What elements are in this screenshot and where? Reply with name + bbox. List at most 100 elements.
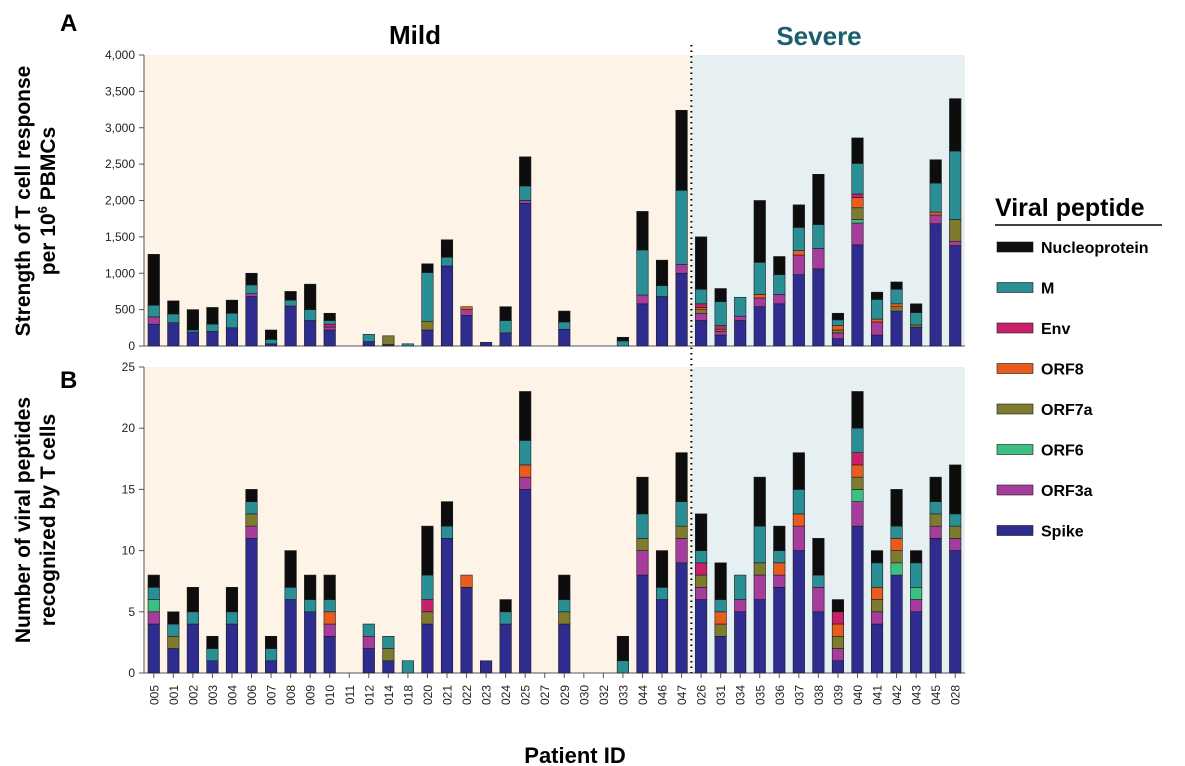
bar-segment-orf3a-044 bbox=[636, 550, 649, 576]
bar-segment-orf3a-028 bbox=[949, 240, 962, 246]
bar-segment-spike-046 bbox=[655, 599, 669, 674]
y-tick-label: 2,500 bbox=[105, 157, 135, 171]
bar-segment-spike-021 bbox=[440, 265, 454, 347]
x-tick-label: 008 bbox=[284, 685, 298, 705]
bar-segment-orf3a-037 bbox=[792, 254, 805, 276]
bar-segment-m-047 bbox=[675, 501, 688, 527]
severe-region bbox=[691, 367, 965, 673]
bar-segment-nucleoprotein-020 bbox=[421, 263, 434, 273]
bar-segment-orf7a-035 bbox=[753, 562, 766, 576]
bar-segment-orf8-036 bbox=[773, 562, 786, 576]
bar-segment-orf8-045 bbox=[929, 211, 942, 216]
bar-segment-spike-005 bbox=[147, 323, 160, 347]
bar-segment-spike-008 bbox=[284, 305, 297, 347]
bar-segment-orf7a-042 bbox=[890, 306, 903, 312]
bar-segment-orf8-040 bbox=[851, 464, 864, 478]
bar-segment-spike-039 bbox=[831, 660, 844, 674]
bar-segment-m-034 bbox=[734, 296, 747, 317]
ylabel-a-pre: per 10 bbox=[37, 213, 60, 275]
bar-segment-nucleoprotein-031 bbox=[714, 288, 727, 302]
bar-segment-env-039 bbox=[831, 611, 844, 625]
x-tick-label: 034 bbox=[734, 685, 748, 705]
bar-segment-nucleoprotein-041 bbox=[870, 550, 884, 564]
x-tick-label: 036 bbox=[773, 685, 787, 705]
x-tick-label: 021 bbox=[440, 685, 454, 705]
x-tick-label: 041 bbox=[871, 685, 885, 705]
bar-segment-spike-008 bbox=[284, 599, 297, 674]
x-tick-label: 039 bbox=[831, 685, 845, 705]
y-tick-label: 5 bbox=[128, 605, 135, 619]
bar-segment-orf7a-040 bbox=[851, 207, 864, 220]
bar-segment-nucleoprotein-005 bbox=[147, 574, 160, 588]
bar-segment-nucleoprotein-010 bbox=[323, 574, 336, 600]
bar-segment-m-008 bbox=[284, 299, 297, 307]
bar-segment-spike-021 bbox=[440, 538, 454, 674]
bar-segment-nucleoprotein-003 bbox=[206, 635, 219, 649]
x-tick-label: 027 bbox=[538, 685, 552, 705]
bar-segment-orf3a-010 bbox=[323, 326, 336, 331]
bar-segment-orf7a-014 bbox=[382, 335, 395, 345]
bar-segment-orf8-042 bbox=[890, 303, 903, 308]
bar-segment-orf8-026 bbox=[695, 307, 708, 310]
legend-label-spike: Spike bbox=[1041, 524, 1084, 541]
bar-segment-nucleoprotein-042 bbox=[890, 489, 903, 527]
legend-label-orf7a: ORF7a bbox=[1041, 402, 1093, 419]
bar-segment-nucleoprotein-002 bbox=[186, 309, 199, 331]
bar-segment-orf3a-040 bbox=[851, 501, 864, 527]
bar-segment-nucleoprotein-047 bbox=[675, 452, 688, 502]
bar-segment-orf3a-045 bbox=[929, 525, 942, 539]
bar-segment-spike-042 bbox=[890, 310, 903, 347]
bar-segment-nucleoprotein-036 bbox=[773, 525, 786, 551]
bar-segment-m-018 bbox=[401, 660, 414, 674]
bar-segment-orf7a-028 bbox=[949, 219, 962, 242]
bar-segment-spike-007 bbox=[265, 343, 278, 347]
bar-segment-orf7a-014 bbox=[382, 648, 395, 662]
bar-segment-nucleoprotein-035 bbox=[753, 476, 766, 527]
bar-segment-m-031 bbox=[714, 599, 727, 613]
bar-segment-orf3a-037 bbox=[792, 525, 805, 551]
bar-segment-spike-002 bbox=[186, 623, 199, 674]
bar-segment-m-044 bbox=[636, 249, 649, 296]
bar-segment-spike-045 bbox=[929, 223, 942, 347]
bar-segment-orf8-041 bbox=[870, 318, 884, 323]
panel-a-axes: 0 500 1,000 1,500 2,000 2,500 3,000 3,500 4,000 bbox=[105, 48, 965, 353]
bar-segment-spike-041 bbox=[870, 623, 884, 674]
x-tick-label: 014 bbox=[382, 685, 396, 705]
bar-segment-orf7a-044 bbox=[636, 538, 649, 551]
bar-segment-spike-026 bbox=[695, 599, 708, 674]
bar-segment-orf7a-006 bbox=[245, 513, 258, 527]
bar-segment-orf3a-005 bbox=[147, 611, 160, 625]
x-tick-labels: 005 001 002 003 004 006 007 008 009 010 011 012 014 0… bbox=[147, 673, 963, 705]
bar-segment-m-028 bbox=[949, 513, 962, 527]
severe-region bbox=[691, 55, 965, 346]
bar-segment-env-031 bbox=[714, 325, 727, 330]
legend-label-env: Env bbox=[1041, 321, 1070, 338]
bar-segment-spike-010 bbox=[323, 635, 336, 674]
bar-segment-orf8-037 bbox=[792, 513, 805, 527]
bar-segment-spike-026 bbox=[695, 320, 708, 347]
x-tick-label: 043 bbox=[910, 685, 924, 705]
bar-segment-nucleoprotein-040 bbox=[851, 137, 864, 164]
bar-segment-m-036 bbox=[773, 274, 786, 295]
bar-segment-nucleoprotein-006 bbox=[245, 272, 258, 286]
legend-label-nucleoprotein: Nucleoprotein bbox=[1041, 240, 1149, 257]
bar-segment-orf6-005 bbox=[147, 599, 160, 613]
x-tick-label: 040 bbox=[851, 685, 865, 705]
legend-swatch-orf7a bbox=[996, 403, 1034, 415]
bar-segment-spike-025 bbox=[519, 489, 532, 674]
bar-segment-spike-035 bbox=[753, 306, 766, 347]
bar-segment-orf3a-010 bbox=[323, 623, 336, 637]
bar-segment-m-021 bbox=[440, 256, 454, 267]
bar-segment-m-046 bbox=[655, 587, 669, 600]
bar-segment-env-026 bbox=[695, 562, 708, 576]
legend-swatch-env bbox=[996, 322, 1034, 334]
bar-segment-spike-004 bbox=[225, 327, 239, 347]
bar-segment-orf8-039 bbox=[831, 325, 844, 331]
bar-segment-orf3a-045 bbox=[929, 214, 942, 225]
bar-segment-m-005 bbox=[147, 587, 160, 600]
bar-segment-m-006 bbox=[245, 284, 258, 294]
x-tick-label: 007 bbox=[265, 685, 279, 705]
y-tick-label: 1,500 bbox=[105, 230, 135, 244]
bar-segment-spike-005 bbox=[147, 623, 160, 674]
panel-b-letter: B bbox=[60, 367, 77, 394]
